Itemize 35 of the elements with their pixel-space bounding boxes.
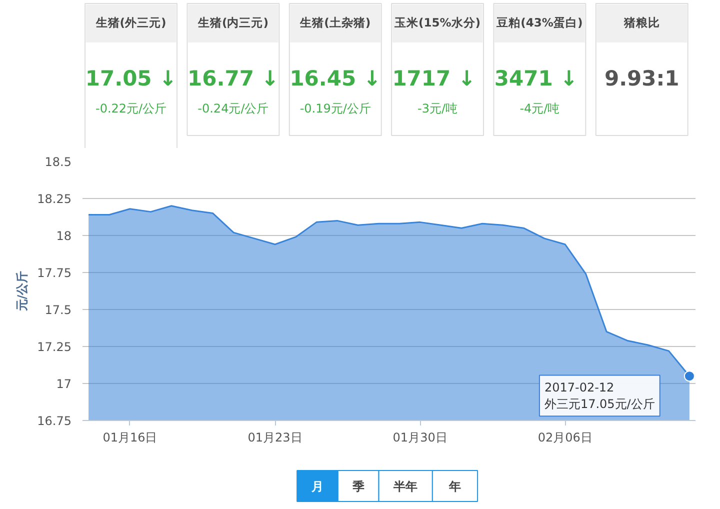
x-tick-label: 01月23日 xyxy=(248,430,302,444)
y-tick-label: 17 xyxy=(56,377,72,391)
category-label: 生猪(土杂猪) xyxy=(299,16,371,30)
text: -0.22元/公斤 xyxy=(95,102,167,116)
category-label: 生猪(内三元) xyxy=(196,16,268,30)
text: -0.24元/公斤 xyxy=(198,102,269,116)
text: 16.45 ↓ xyxy=(290,66,382,90)
text: 1717 ↓ xyxy=(392,66,476,90)
text: 季 xyxy=(351,480,366,494)
y-axis-title: 元/公斤 xyxy=(15,270,30,312)
text: 3471 ↓ xyxy=(494,66,578,90)
text: -4元/吨 xyxy=(520,102,560,116)
y-tick-label: 17.75 xyxy=(37,266,72,280)
text: 半年 xyxy=(392,480,418,494)
text: 9.93:1 xyxy=(604,66,680,90)
text: 月 xyxy=(310,480,324,494)
y-tick-label: 18 xyxy=(56,229,72,243)
text: -3元/吨 xyxy=(418,102,458,116)
category-label: 猪粮比 xyxy=(622,16,660,30)
y-tick-label: 18.5 xyxy=(44,155,72,169)
y-tick-label: 17.25 xyxy=(37,340,72,354)
y-tick-label: 18.25 xyxy=(37,192,72,206)
y-tick-label: 16.75 xyxy=(37,414,72,428)
text: 17.05 ↓ xyxy=(85,66,177,90)
annotation: 2017-02-12 外三元17.05元/公斤 xyxy=(544,380,655,412)
x-tick-label: 01月16日 xyxy=(102,430,158,444)
text: 16.77 ↓ xyxy=(188,66,279,90)
text: 年 xyxy=(448,480,461,494)
y-tick-label: 17.5 xyxy=(44,303,72,317)
x-tick-label: 02月06日 xyxy=(538,430,592,444)
text: -0.19元/公斤 xyxy=(300,102,371,116)
category-label: 生猪(外三元) xyxy=(94,16,166,30)
category-label: 豆粕(43%蛋白) xyxy=(496,16,583,30)
category-label: 玉米(15%水分) xyxy=(394,16,481,30)
x-tick-label: 01月30日 xyxy=(392,430,448,444)
